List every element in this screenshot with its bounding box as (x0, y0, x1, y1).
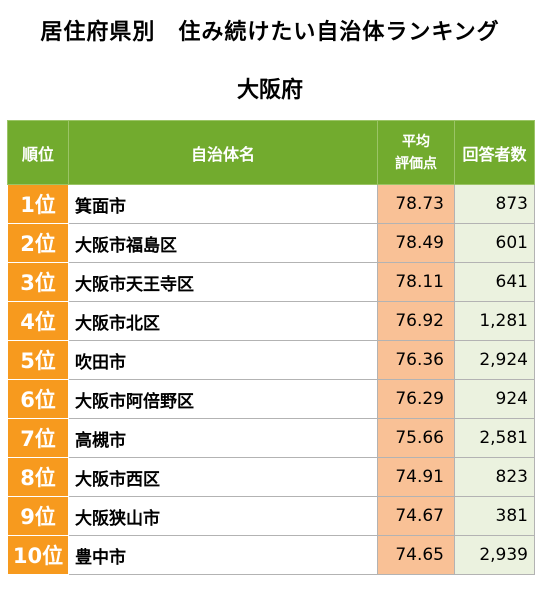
table-row: 10位 豊中市 74.65 2,939 (7, 535, 535, 575)
score-cell: 74.65 (377, 535, 455, 575)
municipality-cell: 大阪市北区 (68, 301, 378, 341)
rank-cell: 2位 (7, 223, 69, 263)
table-row: 3位 大阪市天王寺区 78.11 641 (7, 262, 535, 302)
respondents-cell: 2,581 (454, 418, 535, 458)
municipality-cell: 大阪狭山市 (68, 496, 378, 536)
score-cell: 76.29 (377, 379, 455, 419)
respondents-cell: 2,924 (454, 340, 535, 380)
respondents-cell: 641 (454, 262, 535, 302)
ranking-table: 順位 自治体名 平均 評価点 回答者数 1位 箕面市 78.73 873 2位 大阪市福島… (7, 120, 535, 575)
score-cell: 74.91 (377, 457, 455, 497)
score-cell: 75.66 (377, 418, 455, 458)
respondents-cell: 601 (454, 223, 535, 263)
score-cell: 74.67 (377, 496, 455, 536)
table-row: 8位 大阪市西区 74.91 823 (7, 457, 535, 497)
table-row: 4位 大阪市北区 76.92 1,281 (7, 301, 535, 341)
header-name: 自治体名 (68, 120, 378, 185)
score-cell: 76.36 (377, 340, 455, 380)
rank-cell: 4位 (7, 301, 69, 341)
respondents-cell: 2,939 (454, 535, 535, 575)
rank-cell: 9位 (7, 496, 69, 536)
rank-cell: 10位 (7, 535, 69, 575)
header-rank: 順位 (7, 120, 69, 185)
rank-cell: 7位 (7, 418, 69, 458)
table-header-row: 順位 自治体名 平均 評価点 回答者数 (7, 120, 535, 185)
municipality-cell: 大阪市天王寺区 (68, 262, 378, 302)
header-score-line2: 評価点 (395, 155, 437, 172)
table-row: 1位 箕面市 78.73 873 (7, 184, 535, 224)
table-row: 7位 高槻市 75.66 2,581 (7, 418, 535, 458)
rank-cell: 5位 (7, 340, 69, 380)
respondents-cell: 381 (454, 496, 535, 536)
municipality-cell: 箕面市 (68, 184, 378, 224)
table-row: 9位 大阪狭山市 74.67 381 (7, 496, 535, 536)
header-count: 回答者数 (454, 120, 535, 185)
municipality-cell: 大阪市福島区 (68, 223, 378, 263)
header-score-line1: 平均 (402, 133, 430, 150)
respondents-cell: 823 (454, 457, 535, 497)
respondents-cell: 873 (454, 184, 535, 224)
rank-cell: 6位 (7, 379, 69, 419)
table-row: 2位 大阪市福島区 78.49 601 (7, 223, 535, 263)
table-row: 6位 大阪市阿倍野区 76.29 924 (7, 379, 535, 419)
rank-cell: 1位 (7, 184, 69, 224)
respondents-cell: 924 (454, 379, 535, 419)
municipality-cell: 高槻市 (68, 418, 378, 458)
score-cell: 78.11 (377, 262, 455, 302)
table-row: 5位 吹田市 76.36 2,924 (7, 340, 535, 380)
score-cell: 76.92 (377, 301, 455, 341)
municipality-cell: 大阪市阿倍野区 (68, 379, 378, 419)
score-cell: 78.49 (377, 223, 455, 263)
municipality-cell: 大阪市西区 (68, 457, 378, 497)
page-subtitle: 大阪府 (236, 78, 303, 103)
rank-cell: 3位 (7, 262, 69, 302)
municipality-cell: 豊中市 (68, 535, 378, 575)
respondents-cell: 1,281 (454, 301, 535, 341)
page-title: 居住府県別 住み続けたい自治体ランキング (40, 20, 500, 45)
rank-cell: 8位 (7, 457, 69, 497)
header-score: 平均 評価点 (377, 120, 455, 185)
score-cell: 78.73 (377, 184, 455, 224)
municipality-cell: 吹田市 (68, 340, 378, 380)
